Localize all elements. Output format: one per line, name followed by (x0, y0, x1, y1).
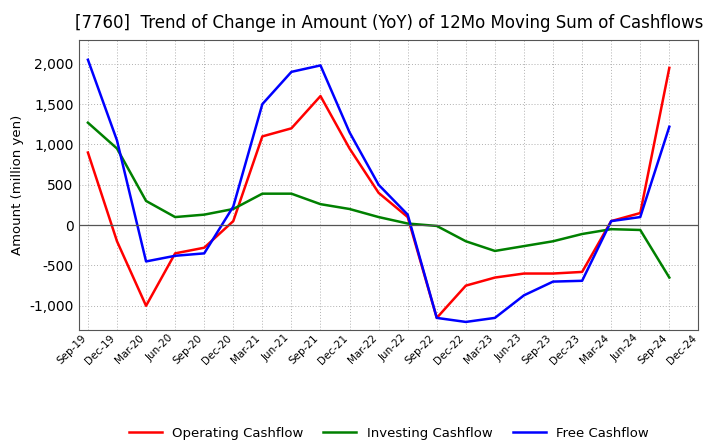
Investing Cashflow (607, 227, 616, 232)
Investing Cashflow (316, 202, 325, 207)
Free Cashflow (142, 259, 150, 264)
Free Cashflow (520, 293, 528, 298)
Investing Cashflow (84, 120, 92, 125)
Free Cashflow (84, 57, 92, 62)
Operating Cashflow (345, 146, 354, 151)
Title: [7760]  Trend of Change in Amount (YoY) of 12Mo Moving Sum of Cashflows: [7760] Trend of Change in Amount (YoY) o… (75, 15, 703, 33)
Operating Cashflow (403, 214, 412, 220)
Operating Cashflow (171, 251, 179, 256)
Investing Cashflow (403, 221, 412, 226)
Free Cashflow (374, 182, 383, 187)
Operating Cashflow (462, 283, 470, 288)
Investing Cashflow (636, 227, 644, 233)
Operating Cashflow (665, 65, 674, 70)
Investing Cashflow (142, 198, 150, 204)
Legend: Operating Cashflow, Investing Cashflow, Free Cashflow: Operating Cashflow, Investing Cashflow, … (124, 422, 654, 440)
Free Cashflow (112, 138, 121, 143)
Operating Cashflow (258, 134, 266, 139)
Line: Operating Cashflow: Operating Cashflow (88, 68, 670, 318)
Investing Cashflow (258, 191, 266, 196)
Investing Cashflow (462, 238, 470, 244)
Operating Cashflow (433, 315, 441, 320)
Free Cashflow (490, 315, 499, 320)
Free Cashflow (229, 204, 238, 209)
Free Cashflow (200, 251, 209, 256)
Operating Cashflow (374, 190, 383, 195)
Investing Cashflow (433, 223, 441, 228)
Investing Cashflow (490, 248, 499, 253)
Line: Free Cashflow: Free Cashflow (88, 60, 670, 322)
Operating Cashflow (142, 303, 150, 308)
Investing Cashflow (665, 275, 674, 280)
Free Cashflow (636, 214, 644, 220)
Free Cashflow (607, 218, 616, 224)
Operating Cashflow (520, 271, 528, 276)
Investing Cashflow (374, 214, 383, 220)
Operating Cashflow (112, 238, 121, 244)
Y-axis label: Amount (million yen): Amount (million yen) (11, 115, 24, 255)
Investing Cashflow (287, 191, 296, 196)
Investing Cashflow (520, 243, 528, 249)
Investing Cashflow (577, 231, 586, 237)
Free Cashflow (345, 130, 354, 135)
Investing Cashflow (549, 238, 557, 244)
Operating Cashflow (549, 271, 557, 276)
Operating Cashflow (607, 218, 616, 224)
Investing Cashflow (171, 214, 179, 220)
Free Cashflow (171, 253, 179, 258)
Investing Cashflow (112, 146, 121, 151)
Operating Cashflow (84, 150, 92, 155)
Operating Cashflow (577, 269, 586, 275)
Operating Cashflow (316, 93, 325, 99)
Free Cashflow (577, 278, 586, 283)
Free Cashflow (287, 69, 296, 74)
Line: Investing Cashflow: Investing Cashflow (88, 123, 670, 278)
Free Cashflow (462, 319, 470, 325)
Free Cashflow (549, 279, 557, 284)
Operating Cashflow (490, 275, 499, 280)
Investing Cashflow (200, 212, 209, 217)
Investing Cashflow (345, 206, 354, 212)
Operating Cashflow (287, 126, 296, 131)
Free Cashflow (316, 63, 325, 68)
Investing Cashflow (229, 206, 238, 212)
Operating Cashflow (636, 210, 644, 216)
Free Cashflow (665, 124, 674, 129)
Operating Cashflow (229, 218, 238, 224)
Operating Cashflow (200, 245, 209, 250)
Free Cashflow (258, 102, 266, 107)
Free Cashflow (403, 212, 412, 217)
Free Cashflow (433, 315, 441, 320)
